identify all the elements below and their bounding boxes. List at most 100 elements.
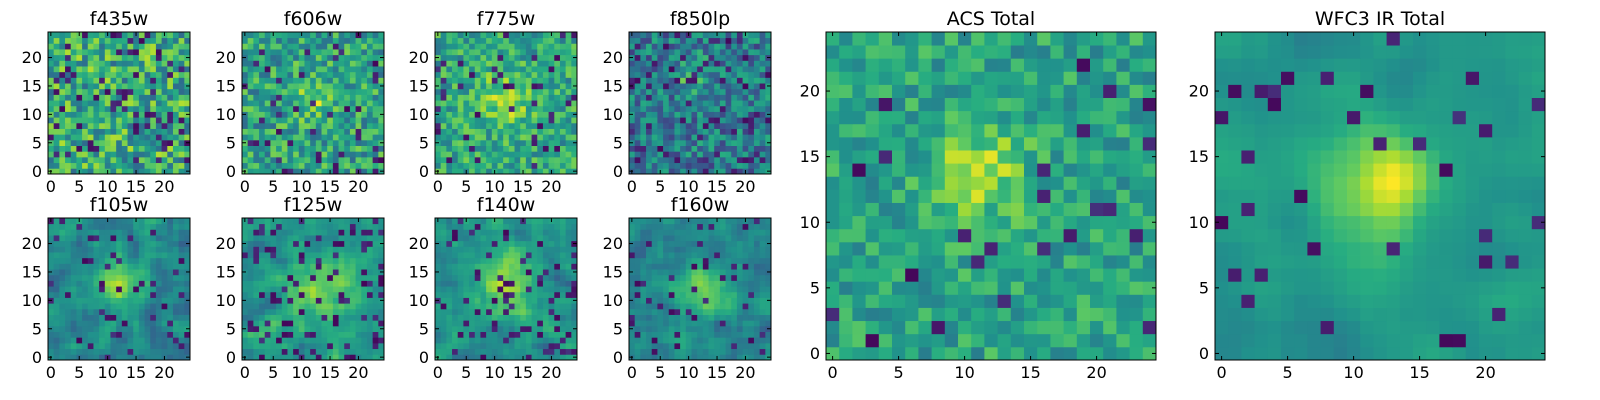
- heatmap-cell: [685, 88, 692, 95]
- heatmap-cell: [474, 156, 481, 164]
- heatmap-cell: [82, 229, 89, 236]
- heatmap-cell: [525, 320, 532, 327]
- heatmap-cell: [361, 71, 368, 78]
- heatmap-cell: [463, 337, 470, 344]
- heatmap-cell: [469, 257, 476, 264]
- heatmap-cell: [259, 229, 266, 236]
- heatmap-cell: [253, 331, 260, 338]
- heatmap-cell: [298, 54, 305, 61]
- heatmap-cell: [725, 128, 732, 135]
- heatmap-cell: [719, 60, 726, 67]
- heatmap-cell: [310, 139, 317, 146]
- heatmap-cell: [82, 54, 89, 61]
- heatmap-cell: [514, 354, 521, 361]
- heatmap-cell: [765, 314, 772, 321]
- heatmap-cell: [116, 337, 123, 344]
- heatmap-cell: [634, 88, 641, 95]
- heatmap-cell: [315, 274, 322, 281]
- heatmap-cell: [463, 134, 470, 141]
- heatmap-cell: [281, 151, 288, 158]
- heatmap-cell: [537, 156, 544, 164]
- heatmap-cell: [184, 88, 191, 95]
- heatmap-cell: [435, 229, 442, 236]
- heatmap-cell: [486, 162, 493, 169]
- heatmap-cell: [651, 325, 658, 332]
- heatmap-cell: [765, 37, 772, 44]
- heatmap-cell: [469, 134, 476, 141]
- heatmap-cell: [327, 235, 334, 242]
- heatmap-cell: [144, 240, 151, 247]
- heatmap-cell: [349, 269, 356, 276]
- heatmap-cell: [150, 88, 157, 95]
- heatmap-cell: [497, 122, 504, 129]
- heatmap-cell: [87, 156, 94, 164]
- heatmap-cell: [469, 246, 476, 253]
- heatmap-cell: [76, 286, 83, 293]
- heatmap-cell: [640, 156, 647, 164]
- heatmap-cell: [104, 308, 111, 315]
- heatmap-cell: [629, 71, 636, 78]
- heatmap-cell: [259, 280, 266, 287]
- heatmap-cell: [138, 325, 145, 332]
- heatmap-cell: [646, 128, 653, 135]
- heatmap-cell: [138, 100, 145, 107]
- heatmap-cell: [87, 235, 94, 242]
- heatmap-cell: [133, 60, 140, 67]
- heatmap-cell: [99, 308, 106, 315]
- heatmap-cell: [646, 274, 653, 281]
- heatmap-cell: [708, 291, 715, 298]
- heatmap-cell: [469, 111, 476, 118]
- heatmap-cell: [748, 71, 755, 78]
- heatmap-cell: [372, 43, 379, 50]
- heatmap-cell: [133, 94, 140, 101]
- heatmap-cell: [497, 257, 504, 264]
- heatmap-cell: [259, 60, 266, 67]
- heatmap-cell: [82, 139, 89, 146]
- heatmap-cell: [116, 297, 123, 304]
- heatmap-cell: [349, 100, 356, 107]
- heatmap-cell: [293, 297, 300, 304]
- heatmap-cell: [65, 94, 72, 101]
- heatmap-cell: [332, 151, 339, 158]
- heatmap-cell: [463, 139, 470, 146]
- heatmap-cell: [144, 252, 151, 259]
- heatmap-cell: [554, 286, 561, 293]
- heatmap-cell: [298, 71, 305, 78]
- heatmap-cell: [629, 151, 636, 158]
- heatmap-cell: [440, 60, 447, 67]
- heatmap-cell: [531, 218, 538, 225]
- heatmap-cell: [276, 100, 283, 107]
- heatmap-cell: [138, 134, 145, 141]
- heatmap-cell: [759, 280, 766, 287]
- heatmap-cell: [463, 43, 470, 50]
- heatmap-cell: [150, 117, 157, 124]
- heatmap-cell: [304, 111, 311, 118]
- heatmap-cell: [753, 162, 761, 169]
- heatmap-cell: [680, 111, 687, 118]
- heatmap-cell: [497, 280, 504, 287]
- heatmap-cell: [270, 342, 277, 350]
- heatmap-cell: [310, 257, 317, 264]
- heatmap-cell: [298, 105, 305, 112]
- heatmap-cell: [82, 280, 89, 287]
- heatmap-cell: [76, 37, 83, 44]
- heatmap-cell: [474, 354, 481, 361]
- heatmap-cell: [634, 325, 641, 332]
- heatmap-cell: [259, 83, 266, 90]
- heatmap-cell: [161, 342, 168, 350]
- heatmap-cell: [327, 49, 334, 56]
- heatmap-cell: [344, 246, 351, 253]
- heatmap-cell: [172, 303, 180, 310]
- heatmap-cell: [349, 168, 356, 175]
- heatmap-cell: [349, 71, 356, 78]
- heatmap-cell: [565, 134, 572, 141]
- heatmap-cell: [537, 83, 544, 90]
- heatmap-cell: [270, 337, 277, 344]
- heatmap-cell: [253, 105, 260, 112]
- heatmap-cell: [76, 291, 83, 298]
- heatmap-cell: [629, 94, 636, 101]
- heatmap-cell: [697, 156, 704, 164]
- heatmap-cell: [133, 320, 140, 327]
- heatmap-cell: [99, 240, 106, 247]
- heatmap-cell: [310, 88, 317, 95]
